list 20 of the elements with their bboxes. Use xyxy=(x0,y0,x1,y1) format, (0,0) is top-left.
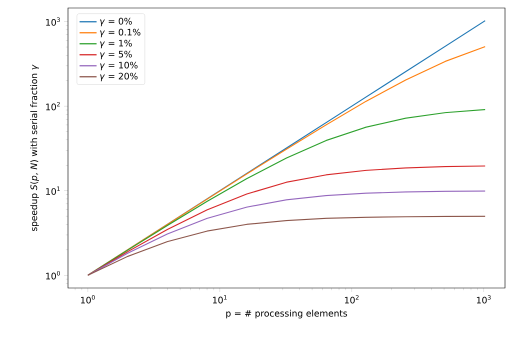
line-series xyxy=(87,165,486,276)
x-tick-label: 10$^{1}$ xyxy=(212,295,227,304)
line-series xyxy=(87,108,486,276)
legend-label: γ = 0% xyxy=(100,18,132,26)
line-series xyxy=(87,190,486,276)
legend-label: γ = 1% xyxy=(100,40,132,48)
line-series xyxy=(87,216,486,276)
y-tick-label: 10$^{1}$ xyxy=(46,186,60,195)
x-tick-label: 10$^{3}$ xyxy=(476,295,491,304)
y-axis-title: speedup S(p, N) with serial fraction γ xyxy=(30,64,39,232)
legend-label: γ = 20% xyxy=(100,72,138,82)
x-tick-label: 10$^{2}$ xyxy=(344,295,359,304)
y-tick-label: 10$^{2}$ xyxy=(46,102,60,110)
legend-label: γ = 0.1% xyxy=(100,28,140,38)
legend-label: γ = 5% xyxy=(100,50,132,60)
y-tick-label: 10$^{0}$ xyxy=(46,271,60,280)
legend-label: γ = 10% xyxy=(100,62,138,70)
x-axis-title: p = # processing elements xyxy=(226,310,348,318)
y-tick-label: 10$^{3}$ xyxy=(46,17,60,26)
x-tick-label: 10$^{0}$ xyxy=(81,295,95,304)
